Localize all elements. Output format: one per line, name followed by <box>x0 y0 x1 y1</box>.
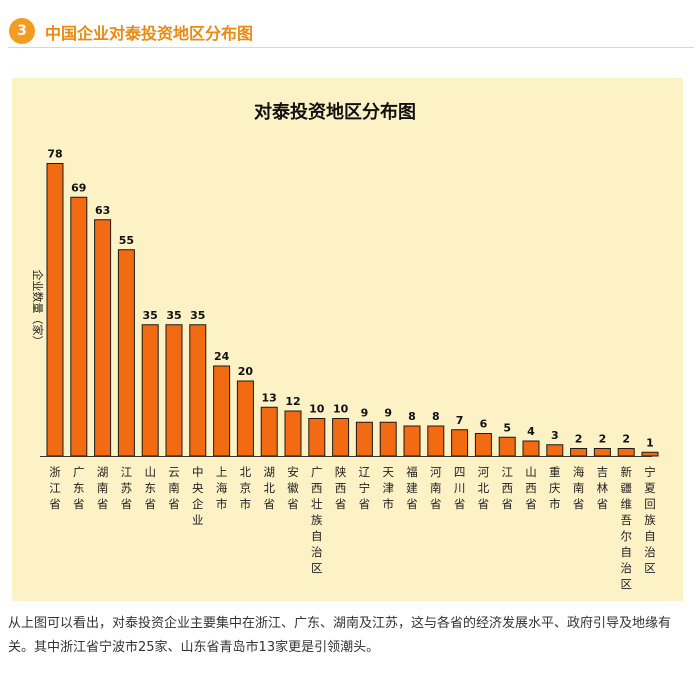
category-label-21: 山西省 <box>525 465 537 511</box>
bar-21 <box>522 440 540 457</box>
bar-7 <box>189 324 207 457</box>
data-label-5: 35 <box>143 309 158 322</box>
bar-8 <box>213 365 231 457</box>
y-axis-label: 企业数量（家） <box>31 270 45 347</box>
bar-15 <box>379 421 397 457</box>
bar-22 <box>546 444 564 457</box>
category-label-5: 山东省 <box>144 465 156 511</box>
data-label-10: 13 <box>262 391 277 404</box>
data-label-12: 10 <box>309 403 325 416</box>
section-header: 3 中国企业对泰投资地区分布图 <box>0 0 700 48</box>
data-label-18: 7 <box>456 414 464 427</box>
bar-6 <box>165 324 183 457</box>
category-label-24: 吉林省 <box>597 465 609 511</box>
category-label-9: 北京市 <box>240 465 252 511</box>
data-label-11: 12 <box>285 395 300 408</box>
category-label-13: 陕西省 <box>335 465 347 511</box>
section-number-badge: 3 <box>9 18 35 44</box>
data-label-16: 8 <box>408 410 416 423</box>
category-label-11: 安徽省 <box>287 465 299 511</box>
data-label-3: 63 <box>95 204 110 217</box>
category-label-14: 辽宁省 <box>359 465 371 511</box>
category-label-18: 四川省 <box>454 465 466 511</box>
bar-19 <box>474 433 492 457</box>
data-label-13: 10 <box>333 403 349 416</box>
bar-23 <box>570 448 588 457</box>
bar-9 <box>236 380 254 457</box>
data-label-15: 9 <box>384 406 392 419</box>
category-label-20: 江西省 <box>501 465 513 511</box>
data-label-24: 2 <box>599 433 607 446</box>
bar-chart: 对泰投资地区分布图 企业数量（家） 78浙江省69广东省63湖南省55江苏省35… <box>31 101 659 591</box>
bar-17 <box>427 425 445 457</box>
category-label-25: 新疆维吾尔自治区 <box>620 465 632 591</box>
data-label-22: 3 <box>551 429 559 442</box>
bar-20 <box>498 436 516 457</box>
data-label-19: 6 <box>480 418 488 431</box>
bar-11 <box>284 410 302 457</box>
category-label-26: 宁夏回族自治区 <box>644 465 656 575</box>
data-label-23: 2 <box>575 433 583 446</box>
data-label-6: 35 <box>166 309 181 322</box>
data-label-21: 4 <box>527 425 535 438</box>
bar-18 <box>451 429 469 457</box>
data-label-1: 78 <box>47 148 62 161</box>
category-label-16: 福建省 <box>406 465 418 511</box>
category-label-10: 湖北省 <box>263 465 275 511</box>
chart-title: 对泰投资地区分布图 <box>254 101 416 123</box>
data-label-20: 5 <box>503 421 511 434</box>
data-label-26: 1 <box>646 436 654 449</box>
data-label-2: 69 <box>71 181 86 194</box>
data-label-14: 9 <box>361 406 369 419</box>
data-label-4: 55 <box>119 234 134 247</box>
bar-13 <box>332 418 350 457</box>
data-label-8: 24 <box>214 350 230 363</box>
bars-group: 78浙江省69广东省63湖南省55江苏省35山东省35云南省35中央企业24上海… <box>46 148 659 591</box>
category-label-4: 江苏省 <box>121 465 133 511</box>
bar-5 <box>141 324 159 457</box>
category-label-23: 海南省 <box>573 465 585 511</box>
category-label-17: 河南省 <box>430 465 442 511</box>
category-label-22: 重庆市 <box>549 465 561 511</box>
category-label-8: 上海市 <box>216 465 228 511</box>
section-title: 中国企业对泰投资地区分布图 <box>45 24 254 43</box>
header-divider <box>8 47 694 48</box>
bar-24 <box>593 448 611 457</box>
category-label-19: 河北省 <box>478 465 490 511</box>
data-label-17: 8 <box>432 410 440 423</box>
bar-26 <box>641 451 659 457</box>
bar-14 <box>355 421 373 457</box>
category-label-12: 广西壮族自治区 <box>311 465 323 575</box>
category-label-15: 天津市 <box>382 465 394 511</box>
data-label-9: 20 <box>238 365 254 378</box>
caption-text: 从上图可以看出，对泰投资企业主要集中在浙江、广东、湖南及江苏，这与各省的经济发展… <box>8 616 672 655</box>
chart-panel: 对泰投资地区分布图 企业数量（家） 78 浙江省 69 广东省 63 湖南省 55 江苏省 35… <box>12 78 683 601</box>
category-label-7: 中央企业 <box>192 465 204 527</box>
bar-2 <box>70 196 88 457</box>
category-label-1: 浙江省 <box>49 465 61 511</box>
bar-3 <box>94 219 112 457</box>
bar-1 <box>46 163 64 457</box>
data-label-7: 35 <box>190 309 205 322</box>
bar-12 <box>308 418 326 457</box>
category-label-3: 湖南省 <box>97 465 109 511</box>
bar-4 <box>117 249 135 457</box>
data-label-25: 2 <box>622 433 630 446</box>
category-label-6: 云南省 <box>168 465 180 511</box>
bar-16 <box>403 425 421 457</box>
category-label-2: 广东省 <box>73 465 85 511</box>
bar-10 <box>260 406 278 457</box>
bar-25 <box>617 448 635 457</box>
